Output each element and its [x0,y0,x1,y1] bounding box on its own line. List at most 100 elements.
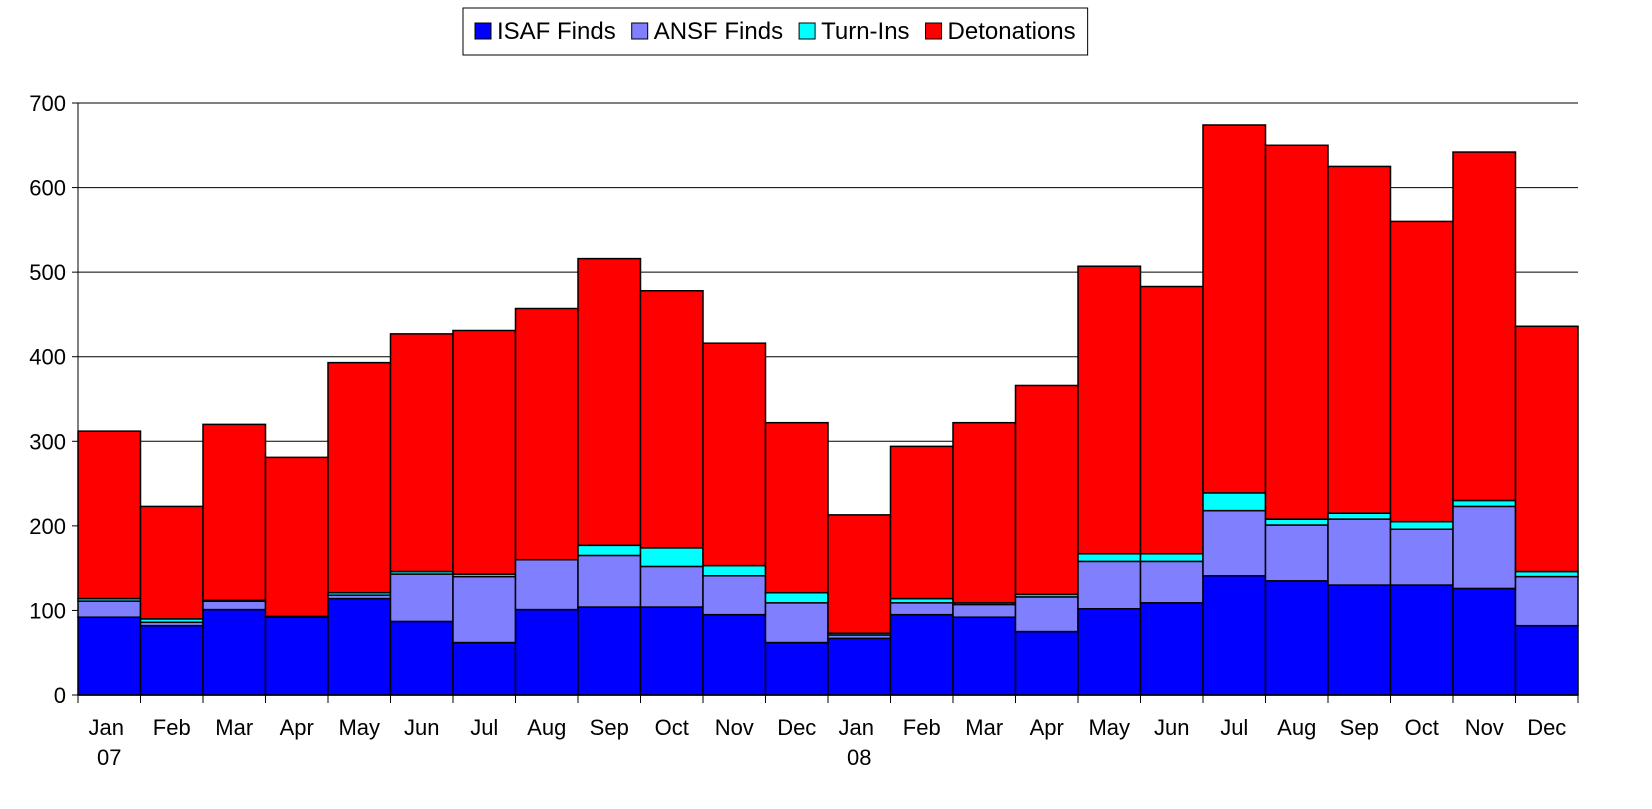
bar-segment [764,602,829,644]
y-tick-label: 700 [29,91,66,116]
bar-segment [1202,124,1267,494]
bar-segment [1202,509,1267,577]
bar-segment [889,602,954,616]
x-tick-label: Dec [1527,715,1566,740]
bar-segment [1514,570,1579,578]
x-tick-label: Mar [215,715,253,740]
bar-segment [577,257,642,547]
bar-segment [1389,528,1454,586]
bar-segment [452,641,517,696]
bar-segment [764,641,829,696]
bar-segment [1139,285,1204,555]
x-tick-label: Jun [404,715,439,740]
legend-swatch [925,22,943,40]
bar-segment [952,603,1017,618]
y-tick-label: 0 [54,683,66,708]
bar-segment [389,620,454,696]
x-tick-label: Oct [655,715,689,740]
legend-label: ANSF Finds [654,18,783,45]
bar-segment [1452,499,1517,508]
bar-segment [1389,584,1454,696]
bar-segment [702,342,767,567]
bar-segment [889,445,954,600]
x-tick-label: Nov [715,715,754,740]
bar-segment [1264,144,1329,520]
bar-segment [514,558,579,611]
x-tick-label: Feb [903,715,941,740]
bar-segment [1389,520,1454,530]
bar-segment [1202,575,1267,696]
y-tick-label: 100 [29,598,66,623]
bar-segment [264,456,329,618]
bar-segment [202,600,267,611]
bar-segment [1514,325,1579,573]
legend-box [462,7,1089,56]
y-tick-label: 600 [29,176,66,201]
bar-segment [1327,512,1392,520]
x-tick-label: Mar [965,715,1003,740]
bar-segment [702,613,767,696]
bar-segment [889,613,954,696]
bar-segment [139,505,204,620]
x-tick-label: Aug [1277,715,1316,740]
legend-swatch [474,22,492,40]
legend-label: Detonations [948,18,1076,45]
bar-segment [389,333,454,573]
bar-segment [1139,553,1204,563]
x-tick-label: Jun [1154,715,1189,740]
bar-segment [327,361,392,594]
bar-segment [139,624,204,696]
legend-label: ISAF Finds [497,18,616,45]
bar-segment [1077,265,1142,555]
legend-swatch [798,22,816,40]
bar-segment [827,514,892,635]
bar-segment [639,289,704,549]
x-tick-label: May [1088,715,1130,740]
bar-segment [639,606,704,696]
x-tick-label: Sep [1340,715,1379,740]
x-tick-label: Jul [1220,715,1248,740]
bar-segment [1077,560,1142,610]
x-tick-label: Apr [280,715,314,740]
y-tick-label: 500 [29,260,66,285]
bar-segment [77,430,142,600]
x-tick-label: Jan 07 [88,715,130,770]
bar-segment [952,421,1017,604]
x-tick-label: Feb [153,715,191,740]
legend-swatch [631,22,649,40]
bar-segment [1327,165,1392,514]
x-tick-label: May [338,715,380,740]
x-tick-label: Jan 08 [838,715,880,770]
bar-segment [1077,553,1142,563]
bar-segment [764,421,829,594]
bar-segment [639,547,704,568]
bar-segment [389,573,454,623]
x-tick-label: Sep [590,715,629,740]
bar-segment [264,616,329,696]
bar-segment [1264,524,1329,582]
bar-segment [1014,596,1079,633]
bar-segment [452,575,517,644]
bar-segment [202,423,267,602]
y-tick-label: 400 [29,345,66,370]
bar-segment [577,544,642,557]
legend-label: Turn-Ins [821,18,909,45]
bar-segment [77,616,142,696]
bar-segment [452,329,517,575]
bar-segment [1327,584,1392,696]
bar-segment [1514,575,1579,627]
y-tick-label: 200 [29,514,66,539]
y-tick-label: 300 [29,429,66,454]
bar-segment [1014,630,1079,696]
bar-segment [1139,560,1204,604]
bar-segment [1139,602,1204,696]
bar-segment [1452,151,1517,502]
bar-segment [1014,384,1079,596]
x-tick-label: Jul [470,715,498,740]
bar-segment [1077,607,1142,696]
x-tick-label: Dec [777,715,816,740]
bar-segment [1264,580,1329,696]
bar-segment [1202,492,1267,512]
bar-segment [764,591,829,604]
bar-segment [77,600,142,618]
